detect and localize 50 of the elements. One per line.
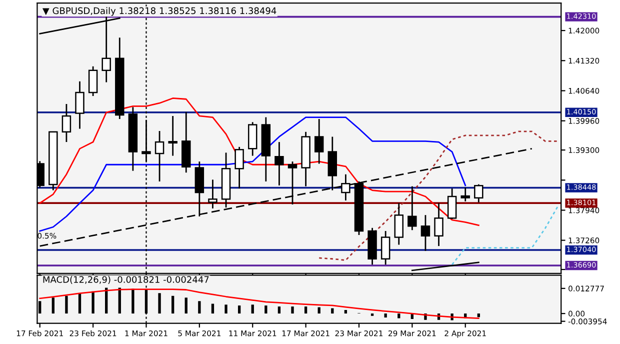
bar (92, 291, 94, 314)
chart-title: MACD(12,26,9) -0.001821 -0.002447 (43, 276, 209, 284)
candlestick (460, 186, 470, 202)
candlestick (248, 121, 258, 156)
line-series (39, 98, 480, 226)
candlestick (380, 230, 390, 266)
bar (318, 307, 320, 314)
candlestick (434, 202, 444, 247)
line-series (39, 116, 466, 232)
bar (132, 288, 134, 314)
candlestick (408, 186, 417, 231)
bar (224, 304, 228, 314)
candlestick (314, 118, 324, 164)
bar (291, 306, 294, 314)
bar (238, 305, 241, 314)
chart-title: ▼ GBPUSD,Daily 1.38218 1.38525 1.38116 1.38494 (42, 7, 276, 16)
line-series (451, 204, 560, 266)
candlestick (341, 174, 350, 202)
candlestick (88, 66, 98, 97)
candlestick (168, 115, 178, 156)
bar (344, 310, 348, 314)
bar (52, 298, 54, 314)
bar (172, 296, 174, 314)
candlestick (447, 188, 457, 220)
bar (184, 298, 188, 314)
candlestick (420, 214, 430, 252)
bar (211, 304, 214, 314)
candlestick (274, 141, 284, 186)
bar (264, 305, 268, 314)
candlestick (474, 184, 484, 204)
bar (251, 304, 254, 314)
bar (331, 308, 334, 314)
bar (304, 306, 308, 314)
bar (78, 293, 82, 314)
candlestick (75, 80, 84, 130)
candlestick (208, 178, 218, 210)
bar (278, 306, 281, 314)
line-series (318, 130, 560, 261)
candlestick (154, 130, 164, 182)
candlestick (62, 103, 72, 143)
candlestick (234, 146, 244, 190)
bar (158, 293, 161, 314)
line-series (39, 288, 480, 319)
bar (477, 314, 480, 318)
candlestick (394, 202, 404, 246)
bar (398, 314, 400, 318)
bar (65, 296, 68, 314)
bar (198, 301, 201, 314)
candlestick (288, 160, 298, 206)
bar (384, 314, 387, 318)
